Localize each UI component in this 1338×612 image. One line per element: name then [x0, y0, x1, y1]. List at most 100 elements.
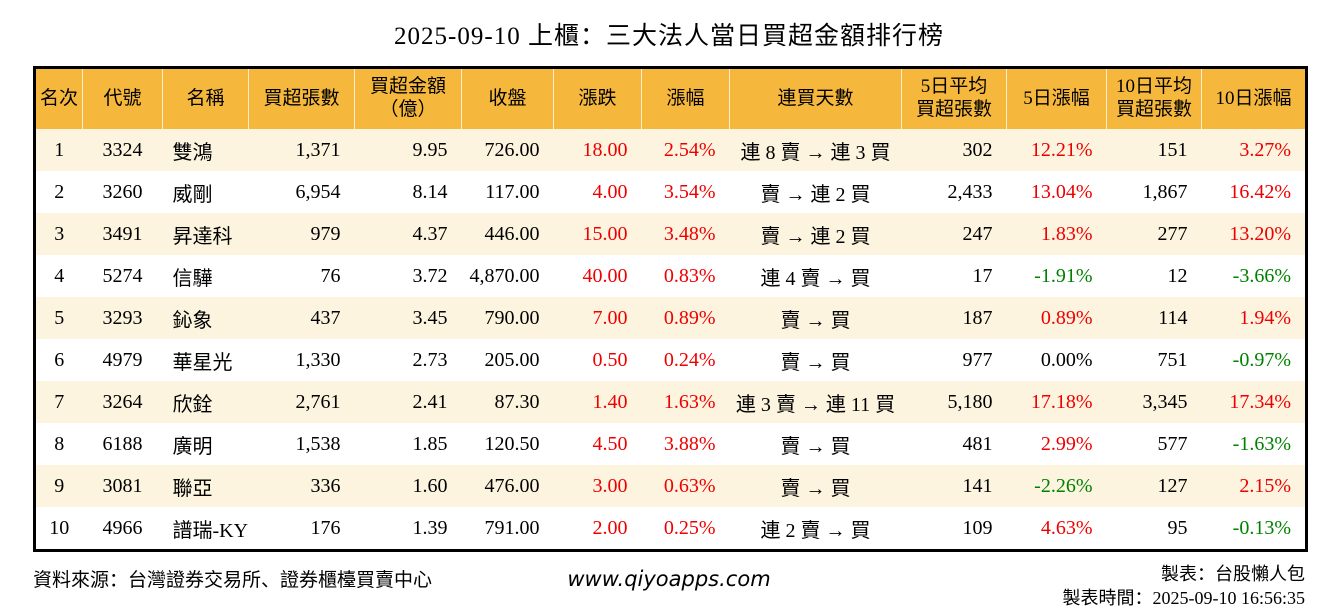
cell-change_pct: 0.63%	[663, 474, 716, 497]
cell-rank: 2	[54, 180, 65, 203]
cell-pct10: -0.13%	[1232, 516, 1291, 539]
cell-net_buy_volume: 176	[310, 516, 341, 539]
col-header-avg5_volume: 5日平均 買超張數	[901, 67, 1007, 129]
col-header-pct10: 10日漲幅	[1201, 67, 1307, 129]
footer: 資料來源：台灣證券交易所、證券櫃檯買賣中心 www.qiyoapps.com 製…	[33, 562, 1305, 612]
cell-streak: 賣 → 買	[780, 477, 851, 500]
cell-pct5: 12.21%	[1030, 138, 1093, 161]
cell-name: 信驊	[172, 267, 213, 290]
cell-pct5: -1.91%	[1034, 264, 1093, 287]
cell-streak: 連 8 賣 → 連 3 買	[740, 141, 891, 164]
cell-pct10: -3.66%	[1232, 264, 1291, 287]
cell-streak: 賣 → 連 2 買	[760, 183, 871, 206]
cell-pct10: 16.42%	[1229, 180, 1291, 203]
cell-pct10: -1.63%	[1232, 432, 1291, 455]
cell-pct5: 2.99%	[1040, 432, 1093, 455]
cell-avg5_volume: 187	[962, 306, 993, 329]
cell-avg5_volume: 17	[972, 264, 993, 287]
col-header-avg10_volume: 10日平均 買超張數	[1106, 67, 1202, 129]
cell-avg5_volume: 2,433	[947, 180, 993, 203]
cell-change_pct: 1.63%	[663, 390, 716, 413]
cell-pct10: 1.94%	[1239, 306, 1291, 329]
cell-close: 205.00	[484, 348, 540, 371]
cell-streak: 賣 → 買	[780, 351, 851, 374]
cell-avg10_volume: 151	[1157, 138, 1188, 161]
cell-net_buy_volume: 76	[320, 264, 341, 287]
cell-net_buy_volume: 437	[310, 306, 341, 329]
cell-pct10: -0.97%	[1232, 348, 1291, 371]
cell-net_buy_amount: 9.95	[412, 138, 448, 161]
made-time: 製表時間：2025-09-10 16:56:35	[1062, 588, 1306, 609]
cell-pct10: 13.20%	[1229, 222, 1291, 245]
cell-close: 476.00	[484, 474, 540, 497]
col-header-rank: 名次	[34, 67, 83, 129]
cell-name: 華星光	[172, 351, 233, 374]
cell-rank: 7	[54, 390, 65, 413]
cell-close: 446.00	[484, 222, 540, 245]
cell-rank: 10	[49, 516, 70, 539]
cell-net_buy_volume: 1,330	[295, 348, 341, 371]
cell-rank: 5	[54, 306, 65, 329]
col-header-pct5: 5日漲幅	[1006, 67, 1107, 129]
cell-code: 4979	[102, 348, 143, 371]
cell-close: 87.30	[494, 390, 540, 413]
cell-avg10_volume: 577	[1157, 432, 1188, 455]
cell-close: 790.00	[484, 306, 540, 329]
col-header-streak: 連買天數	[729, 67, 902, 129]
table-row: 8 6188 廣明 1,538 1.85 120.50 4.50 3.88% 賣 → 買 481 2…	[34, 423, 1307, 465]
cell-avg10_volume: 3,345	[1142, 390, 1188, 413]
cell-streak: 賣 → 買	[780, 435, 851, 458]
cell-change_pct: 2.54%	[663, 138, 716, 161]
cell-rank: 9	[54, 474, 65, 497]
cell-code: 3264	[102, 390, 143, 413]
cell-streak: 賣 → 連 2 買	[760, 225, 871, 248]
website: www.qiyoapps.com	[567, 567, 771, 591]
cell-avg10_volume: 1,867	[1142, 180, 1188, 203]
cell-change: 40.00	[582, 264, 628, 287]
cell-change_pct: 0.25%	[663, 516, 716, 539]
cell-code: 3260	[102, 180, 143, 203]
cell-net_buy_volume: 2,761	[295, 390, 341, 413]
cell-change_pct: 0.83%	[663, 264, 716, 287]
cell-pct5: 0.00%	[1040, 348, 1093, 371]
cell-net_buy_amount: 3.45	[412, 306, 448, 329]
cell-avg10_volume: 127	[1157, 474, 1188, 497]
cell-avg10_volume: 12	[1167, 264, 1188, 287]
made-by: 製表：台股懶人包	[1161, 564, 1305, 584]
cell-change: 4.00	[592, 180, 628, 203]
cell-code: 3293	[102, 306, 143, 329]
cell-pct5: 0.89%	[1040, 306, 1093, 329]
cell-pct5: 1.83%	[1040, 222, 1093, 245]
cell-name: 廣明	[172, 435, 213, 458]
cell-avg5_volume: 302	[962, 138, 993, 161]
cell-name: 譜瑞-KY	[172, 519, 249, 542]
table-row: 2 3260 威剛 6,954 8.14 117.00 4.00 3.54% 賣 → 連 2 買…	[34, 171, 1307, 213]
table-row: 4 5274 信驊 76 3.72 4,870.00 40.00 0.83% 連 4 賣 → 買…	[34, 255, 1307, 297]
cell-streak: 連 2 賣 → 買	[760, 519, 871, 542]
cell-net_buy_volume: 1,371	[295, 138, 341, 161]
cell-avg5_volume: 109	[962, 516, 993, 539]
table-header: 名次 代號 名稱 買超張數 買超金額 （億） 收盤 漲跌 漲幅 連買天數 5日平均 買超張數 5日漲…	[34, 67, 1307, 129]
cell-rank: 4	[54, 264, 65, 287]
col-header-name: 名稱	[162, 67, 249, 129]
cell-change: 2.00	[592, 516, 628, 539]
cell-avg5_volume: 481	[962, 432, 993, 455]
table-row: 1 3324 雙鴻 1,371 9.95 726.00 18.00 2.54% 連 8 賣 → …	[34, 129, 1307, 171]
cell-close: 726.00	[484, 138, 540, 161]
ranking-table: 名次 代號 名稱 買超張數 買超金額 （億） 收盤 漲跌 漲幅 連買天數 5日平均 買超張數 5日漲…	[33, 66, 1308, 552]
cell-change: 18.00	[582, 138, 628, 161]
cell-avg5_volume: 141	[962, 474, 993, 497]
cell-streak: 連 3 賣 → 連 11 買	[735, 393, 896, 416]
cell-net_buy_volume: 336	[310, 474, 341, 497]
cell-change: 7.00	[592, 306, 628, 329]
cell-pct10: 17.34%	[1229, 390, 1291, 413]
cell-pct10: 2.15%	[1239, 474, 1291, 497]
cell-net_buy_amount: 1.85	[412, 432, 448, 455]
header-row: 名次 代號 名稱 買超張數 買超金額 （億） 收盤 漲跌 漲幅 連買天數 5日平均 買超張數 5日漲…	[34, 67, 1307, 129]
cell-change_pct: 3.54%	[663, 180, 716, 203]
cell-code: 3081	[102, 474, 143, 497]
col-header-close: 收盤	[461, 67, 554, 129]
cell-rank: 8	[54, 432, 65, 455]
table-row: 3 3491 昇達科 979 4.37 446.00 15.00 3.48% 賣 → 連 2 買…	[34, 213, 1307, 255]
cell-code: 4966	[102, 516, 143, 539]
